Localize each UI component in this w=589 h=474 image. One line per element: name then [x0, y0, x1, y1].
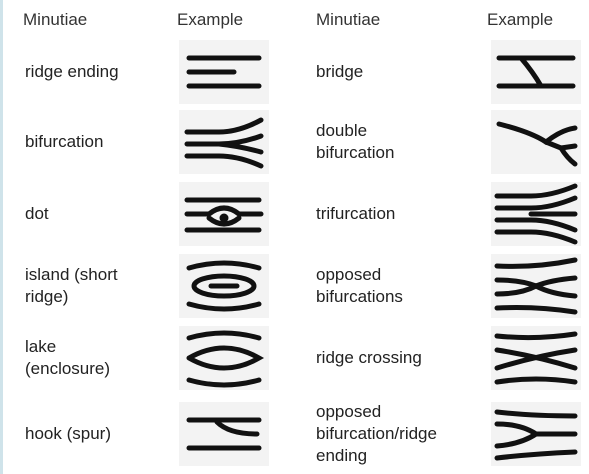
minutiae-name: ridge crossing — [316, 348, 422, 367]
example-icon — [179, 402, 269, 466]
minutiae-name: dot — [25, 204, 49, 223]
header-cell: Example — [487, 10, 554, 29]
minutiae-name: bridge — [316, 62, 364, 81]
example-icon — [491, 254, 581, 318]
minutiae-name: opposed bifurcations — [316, 265, 403, 306]
header-cell: Minutiae — [23, 10, 88, 29]
example-icon — [179, 110, 269, 174]
example-icon — [179, 254, 269, 318]
minutiae-name: trifurcation — [316, 204, 396, 223]
example-icon — [491, 110, 581, 174]
minutiae-name: island (short ridge) — [25, 265, 118, 306]
minutiae-name: bifurcation — [25, 132, 104, 151]
header-cell: Example — [177, 10, 244, 29]
minutiae-name: lake (enclosure) — [25, 337, 111, 378]
minutiae-name: ridge ending — [25, 62, 119, 81]
minutiae-name: double bifurcation — [316, 121, 395, 162]
example-icon — [491, 402, 581, 466]
example-icon — [179, 182, 269, 246]
minutiae-name: opposed bifurcation/ridge ending — [316, 402, 437, 465]
example-icon — [491, 182, 581, 246]
example-icon — [179, 40, 269, 104]
minutiae-name: hook (spur) — [25, 424, 111, 443]
header-cell: Minutiae — [316, 10, 381, 29]
example-icon — [179, 326, 269, 390]
example-icon — [491, 326, 581, 390]
example-icon — [491, 40, 581, 104]
